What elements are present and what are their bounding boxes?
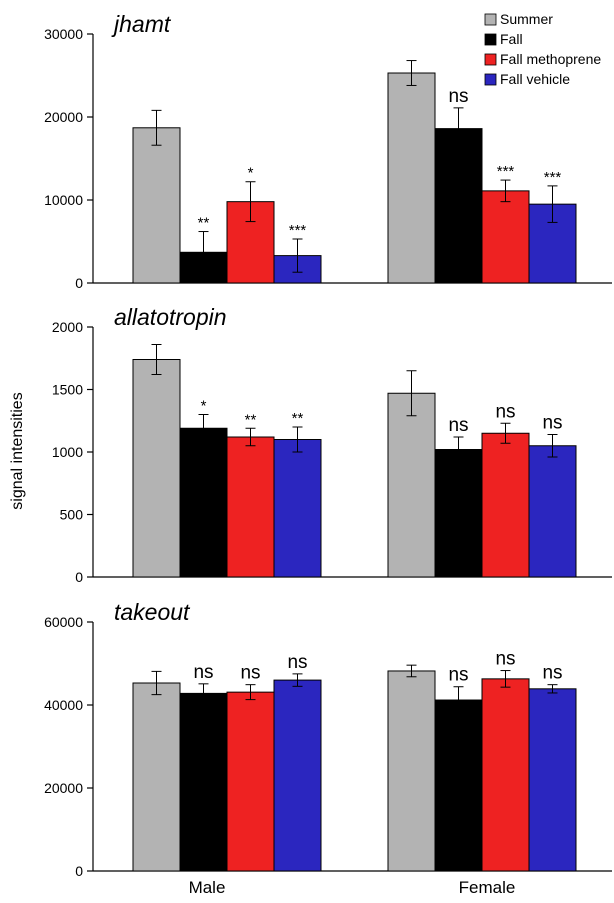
panel-takeout: takeout 0 20000 40000 60000 ns ns ns ns ns ns: [44, 599, 612, 879]
significance-label: **: [245, 411, 257, 428]
y-tick-label: 2000: [52, 319, 83, 335]
bar: [434, 449, 483, 578]
bar: [179, 427, 228, 578]
y-tick-label: 500: [60, 507, 84, 523]
y-tick-label: 0: [75, 863, 83, 879]
y-tick-label: 0: [75, 569, 83, 585]
panel-title: takeout: [114, 599, 191, 625]
significance-label: ns: [287, 652, 307, 673]
y-tick-label: 20000: [44, 780, 83, 796]
panel-title: jhamt: [111, 11, 172, 37]
bar: [528, 445, 577, 578]
significance-label: *: [201, 398, 207, 415]
legend-label: Fall methoprene: [500, 51, 601, 67]
significance-label: ns: [193, 662, 213, 683]
y-tick-label: 20000: [44, 109, 83, 125]
bar: [132, 359, 181, 578]
significance-label: ns: [448, 86, 468, 107]
y-tick-label: 10000: [44, 192, 83, 208]
y-tick-label: 30000: [44, 26, 83, 42]
legend-label: Summer: [500, 11, 553, 27]
y-tick-label: 40000: [44, 697, 83, 713]
bar: [387, 72, 436, 284]
significance-label: ns: [495, 401, 515, 422]
bar: [273, 679, 322, 872]
significance-label: ***: [289, 222, 307, 239]
legend-label: Fall vehicle: [500, 71, 570, 87]
bar: [226, 691, 275, 872]
y-tick-label: 60000: [44, 614, 83, 630]
bar: [226, 436, 275, 578]
x-group-label-male: Male: [189, 878, 226, 897]
significance-label: ns: [542, 413, 562, 434]
significance-label: ns: [240, 663, 260, 684]
significance-label: ***: [497, 163, 515, 180]
legend-label: Fall: [500, 31, 523, 47]
bar: [387, 670, 436, 872]
legend-swatch: [484, 33, 497, 46]
legend-swatch: [484, 73, 497, 86]
bar: [179, 692, 228, 872]
y-tick-label: 1500: [52, 382, 83, 398]
significance-label: **: [292, 410, 304, 427]
bar: [528, 688, 577, 872]
bar: [132, 682, 181, 872]
bar: [481, 432, 530, 578]
bar: [434, 699, 483, 872]
legend: Summer Fall Fall methoprene Fall vehicle: [484, 11, 601, 87]
significance-label: *: [248, 165, 254, 182]
legend-swatch: [484, 13, 497, 26]
bar: [273, 439, 322, 578]
y-tick-label: 0: [75, 275, 83, 291]
bar: [481, 678, 530, 872]
significance-label: ns: [495, 649, 515, 670]
significance-label: ***: [544, 169, 562, 186]
significance-label: ns: [542, 663, 562, 684]
bar: [434, 128, 483, 284]
significance-label: ns: [448, 415, 468, 436]
significance-label: ns: [448, 665, 468, 686]
bar: [132, 127, 181, 284]
panel-title: allatotropin: [114, 304, 227, 330]
bar: [481, 190, 530, 284]
y-tick-label: 1000: [52, 444, 83, 460]
bar: [387, 392, 436, 578]
legend-swatch: [484, 53, 497, 66]
y-axis-label: signal intensities: [9, 392, 26, 509]
significance-label: **: [198, 215, 210, 232]
x-group-label-female: Female: [459, 878, 516, 897]
